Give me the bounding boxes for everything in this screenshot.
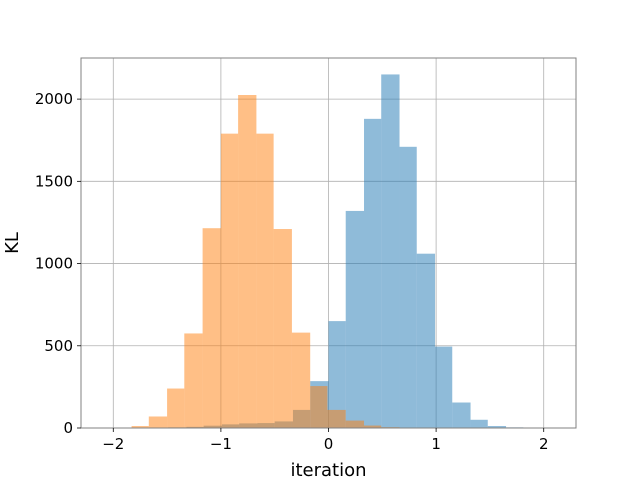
histogram-bar-series-2 [345,420,365,428]
histogram-bar-series-2 [310,386,328,428]
histogram-bar-series-2 [238,95,257,428]
x-tick-label: −2 [102,435,124,453]
x-tick-label: −1 [210,435,232,453]
histogram-bar-series-2 [184,333,203,428]
x-axis-label: iteration [290,460,366,480]
histogram-bar-series-2 [202,228,221,428]
y-tick-label: 1000 [35,255,73,273]
histogram-bar-series-2 [291,332,311,428]
histogram-bar-series-2 [131,426,149,428]
histogram-bar-series-2 [364,425,382,428]
histogram-bar-series-1 [328,321,346,428]
histogram-bar-series-1 [416,253,436,428]
x-tick-label: 2 [539,435,549,453]
x-tick-label: 1 [431,435,441,453]
y-axis-label: KL [2,232,23,254]
histogram-bar-series-1 [345,210,365,428]
histogram-bar-series-2 [167,388,185,428]
histogram-bar-series-2 [256,133,274,428]
y-tick-label: 1500 [35,172,73,190]
histogram-bar-series-2 [148,416,168,428]
histogram-bar-series-1 [452,402,471,428]
axis-ticks: −2 −1 0 1 2 0 500 1000 1500 2000 [35,90,549,453]
y-tick-label: 2000 [35,90,73,108]
histogram-bar-series-2 [273,229,292,428]
histogram-bar-series-1 [364,118,382,428]
x-tick-label: 0 [324,435,334,453]
histogram-bar-series-2 [220,133,239,428]
y-tick-label: 500 [44,337,73,355]
histogram-bar-series-1 [381,74,400,428]
histogram-bar-series-1 [470,419,488,428]
histogram-bar-series-2 [327,409,346,428]
histogram-bar-series-1 [399,146,417,429]
histogram-bar-series-1 [487,426,507,428]
histogram-bars [113,74,559,429]
histogram-bar-series-1 [435,346,453,428]
y-tick-label: 0 [63,419,73,437]
